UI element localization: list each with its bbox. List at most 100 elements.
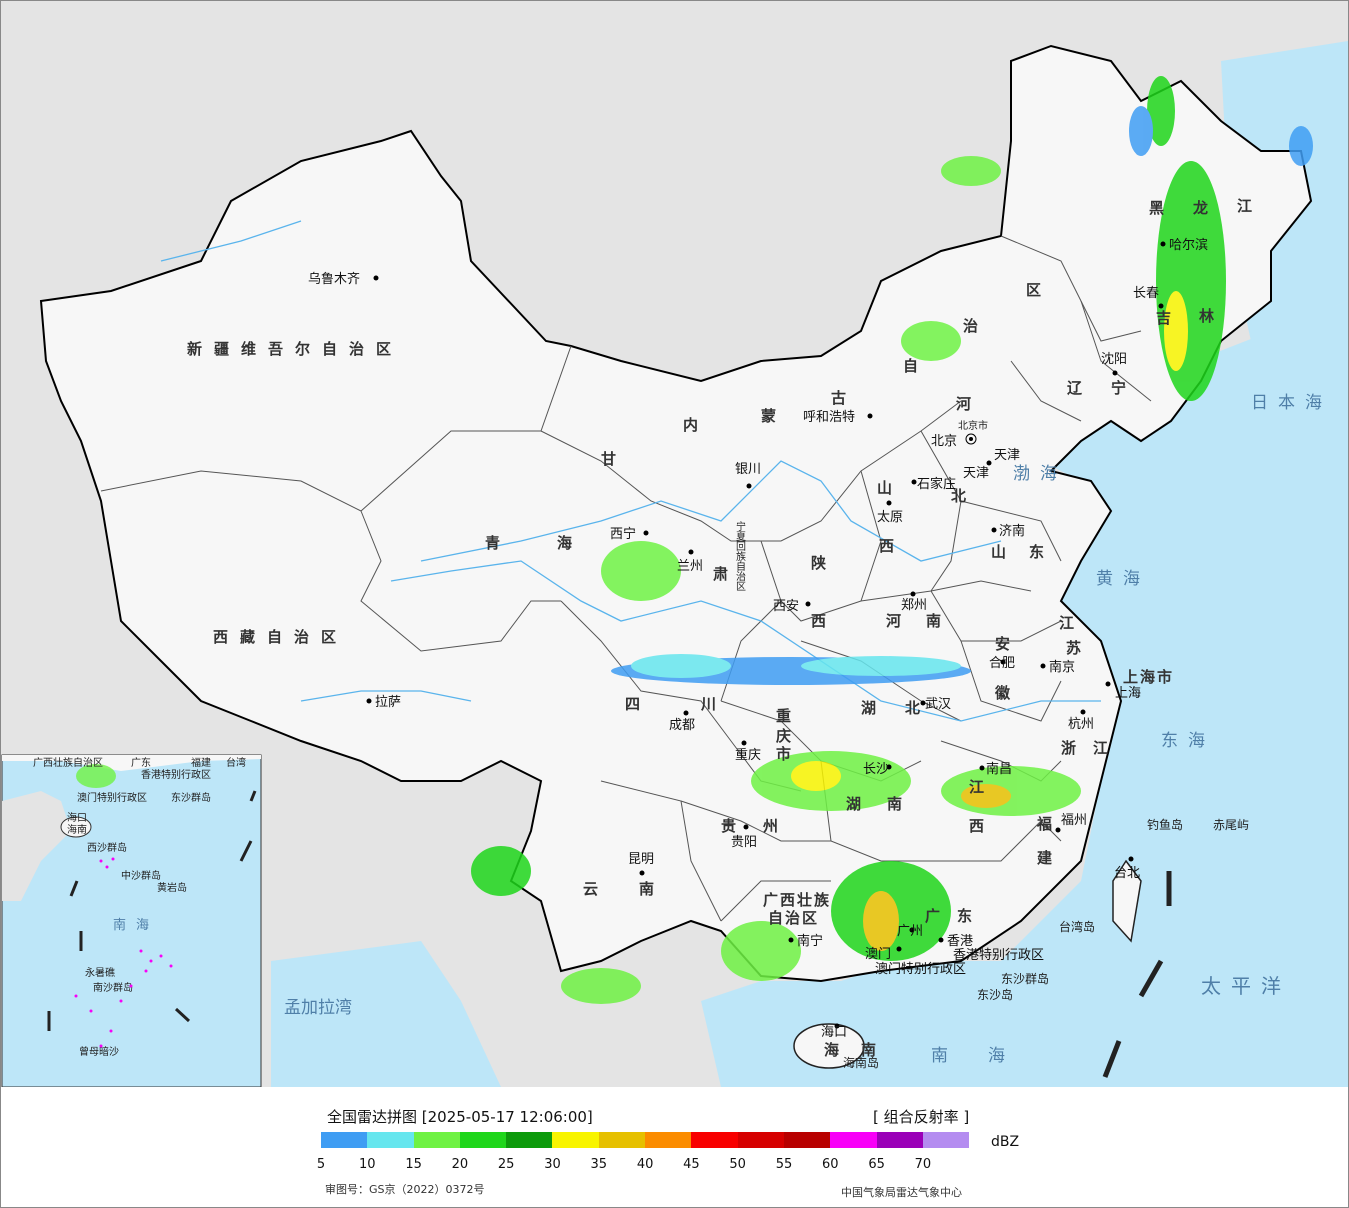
city-marker: 长春 [1133,286,1164,309]
svg-text:湖: 湖 [861,699,888,717]
svg-text:东沙群岛: 东沙群岛 [1001,971,1049,986]
color-swatch [876,1132,923,1148]
svg-text:南宁: 南宁 [797,933,823,949]
city-marker: 天津 [963,460,992,481]
island-labels: 钓鱼岛 赤尾屿 台湾岛 东沙群岛 东沙岛 海南岛 香港特别行政区 澳门特别行政区 [843,817,1249,1070]
city-marker: 合肥 [989,656,1015,671]
tick-label: 45 [683,1157,700,1172]
svg-text:宁夏回族自治区: 宁夏回族自治区 [734,520,746,591]
city-marker: 银川 [735,462,761,489]
city-marker: 济南 [991,523,1025,539]
svg-text:东: 东 [1029,543,1056,561]
tick-label: 60 [822,1157,839,1172]
svg-text:北京: 北京 [931,434,957,449]
svg-text:海口: 海口 [821,1025,847,1040]
svg-text:长春: 长春 [1133,286,1159,301]
svg-text:安: 安 [995,635,1022,653]
svg-text:北: 北 [951,487,978,505]
city-marker: 广州 [897,924,923,939]
maritime-boundary-dashes [1102,871,1172,1078]
city-marker: 拉萨 [366,695,401,710]
svg-text:重: 重 [776,707,803,725]
svg-text:郑州: 郑州 [901,598,927,613]
svg-text:台湾: 台湾 [226,756,246,769]
city-marker: 成都 [669,710,695,733]
radar-echoes [471,76,1313,1004]
svg-text:长沙: 长沙 [863,762,889,777]
city-marker: 北京 [931,433,977,449]
svg-text:山: 山 [991,543,1018,561]
city-marker: 西安 [773,599,811,614]
color-swatch [691,1132,738,1148]
svg-text:成都: 成都 [669,718,695,733]
tick-label: 35 [590,1157,608,1172]
city-marker: 香港 [938,934,973,949]
svg-text:黄海: 黄海 [1096,569,1150,589]
svg-text:太原: 太原 [877,510,903,525]
svg-text:台湾岛: 台湾岛 [1059,919,1095,934]
svg-text:陕: 陕 [811,554,838,572]
svg-text:武汉: 武汉 [925,697,951,712]
svg-text:东海: 东海 [1161,731,1215,751]
hainan-island [793,1023,865,1069]
legend-panel: 全国雷达拼图 [2025-05-17 12:06:00] [ 组合反射率 ] d… [1,1088,1348,1207]
svg-text:渤海: 渤海 [1013,464,1067,484]
svg-text:上海市: 上海市 [1123,668,1174,686]
city-marker: 长沙 [863,762,892,777]
svg-text:黄岩岛: 黄岩岛 [157,881,187,894]
svg-text:北: 北 [905,699,932,717]
svg-text:东: 东 [957,907,984,925]
svg-text:天津: 天津 [994,448,1020,463]
svg-text:海: 海 [557,534,584,552]
svg-text:东沙岛: 东沙岛 [977,987,1013,1002]
svg-text:自治区: 自治区 [768,909,819,927]
city-marker: 上海 [1105,681,1141,701]
svg-text:河: 河 [956,395,983,413]
city-marker: 石家庄 [911,476,956,492]
svg-text:澳门特别行政区: 澳门特别行政区 [875,961,966,977]
color-swatch [830,1132,877,1148]
svg-text:江: 江 [1093,739,1120,757]
svg-text:甘: 甘 [601,450,628,468]
svg-text:龙: 龙 [1192,199,1220,217]
svg-text:江: 江 [1237,197,1264,215]
island-dots [74,857,173,1048]
region-label: 西藏自治区 [213,628,348,646]
svg-text:苏: 苏 [1066,639,1093,657]
svg-text:西: 西 [811,612,838,630]
svg-text:合肥: 合肥 [989,656,1015,671]
svg-text:贵: 贵 [721,817,748,835]
tick-label: 70 [914,1157,932,1172]
svg-text:青: 青 [485,534,512,552]
svg-text:林: 林 [1199,307,1226,325]
city-marker: 海口 [821,1023,847,1040]
china-radar-map[interactable]: 新疆维吾尔自治区 西藏自治区 青 海 甘 肃 内 蒙 古 自 治 区 黑 龙 江… [1,1,1348,1087]
color-swatch [922,1132,970,1148]
svg-text:浙: 浙 [1061,739,1088,757]
svg-text:蒙: 蒙 [761,407,788,425]
svg-text:广: 广 [925,907,952,925]
svg-text:南昌: 南昌 [986,761,1012,777]
tick-label: 5 [316,1157,326,1172]
svg-text:孟加拉湾: 孟加拉湾 [284,998,352,1018]
svg-text:治: 治 [963,317,990,335]
color-swatch [552,1132,599,1148]
svg-text:东沙群岛: 东沙群岛 [171,791,211,804]
svg-text:广州: 广州 [897,924,923,939]
svg-text:区: 区 [1026,281,1053,299]
city-marker: 哈尔滨 [1160,237,1208,253]
svg-text:曾母暗沙: 曾母暗沙 [79,1045,119,1058]
svg-text:山: 山 [877,479,904,497]
color-swatch [321,1132,368,1148]
region-label: 新疆维吾尔自治区 [187,340,403,358]
svg-text:上海: 上海 [1115,686,1141,701]
svg-text:西宁: 西宁 [610,526,636,542]
svg-text:海: 海 [824,1041,851,1059]
city-marker: 昆明 [628,852,654,876]
svg-text:银川: 银川 [735,462,761,477]
svg-text:建: 建 [1037,849,1064,867]
city-marker: 太原 [877,500,903,525]
east-sea-area [701,301,1348,1087]
svg-text:广西壮族自治区: 广西壮族自治区 [33,756,103,769]
svg-text:湖: 湖 [846,795,873,813]
